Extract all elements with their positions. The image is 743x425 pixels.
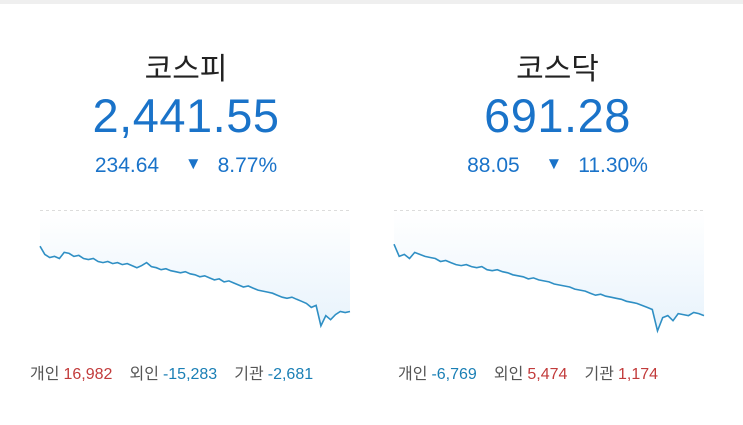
- down-triangle-icon: ▼: [184, 154, 202, 174]
- investor-flow: 개인 -6,769 외인 5,474 기관 1,174: [398, 360, 743, 384]
- price-line: [39, 245, 351, 329]
- change-amount: 88.05: [467, 154, 520, 178]
- index-value: 2,441.55: [92, 89, 280, 142]
- investor-value: -15,283: [162, 366, 218, 383]
- market-card-kospi[interactable]: 코스피 2,441.55 234.64 ▼ 8.77% 개인 16,982 외인 -…: [0, 4, 372, 425]
- investor-label: 외인: [493, 364, 524, 383]
- investor-value: 16,982: [63, 366, 113, 383]
- investor-value: 5,474: [527, 366, 568, 383]
- investor-label: 개인: [398, 364, 428, 383]
- index-value: 691.28: [484, 89, 631, 142]
- investor-value: -6,769: [431, 366, 477, 383]
- change-row: 234.64 ▼ 8.77%: [0, 154, 372, 178]
- market-card-kosdaq[interactable]: 코스닥 691.28 88.05 ▼ 11.30% 개인 -6,769 외인 5,4…: [372, 4, 743, 425]
- top-divider: [0, 0, 743, 4]
- intraday-chart[interactable]: [392, 204, 706, 344]
- down-triangle-icon: ▼: [545, 154, 563, 174]
- investor-label: 기관: [584, 364, 614, 383]
- investor-label: 외인: [129, 364, 159, 383]
- change-row: 88.05 ▼ 11.30%: [372, 154, 743, 178]
- index-name: 코스닥: [516, 52, 599, 87]
- investor-value: -2,681: [267, 366, 314, 383]
- investor-label: 개인: [30, 364, 60, 383]
- investor-flow: 개인 16,982 외인 -15,283 기관 -2,681: [30, 360, 402, 384]
- investor-value: 1,174: [617, 366, 659, 383]
- index-name: 코스피: [144, 52, 228, 87]
- change-percent: 8.77%: [217, 154, 278, 178]
- chart-area: [40, 211, 350, 326]
- change-amount: 234.64: [94, 154, 160, 178]
- intraday-chart[interactable]: [38, 204, 352, 344]
- investor-label: 기관: [234, 364, 264, 383]
- chart-area: [394, 211, 704, 331]
- price-line: [393, 243, 705, 334]
- change-percent: 11.30%: [578, 154, 648, 178]
